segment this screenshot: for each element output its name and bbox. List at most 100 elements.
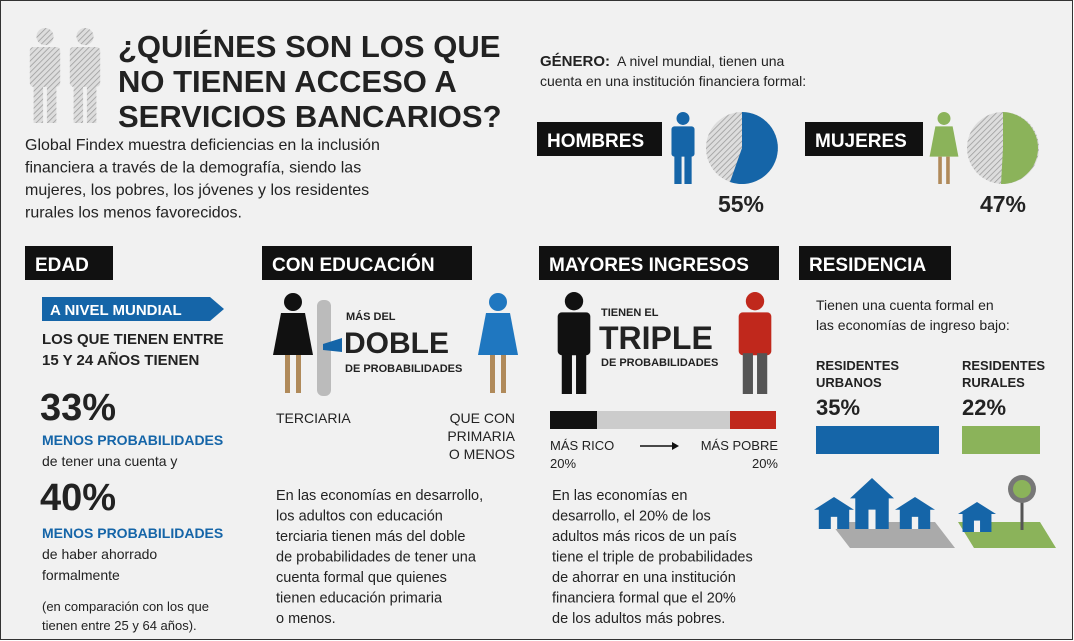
urban-bar [816,426,939,454]
text: PRIMARIA [447,428,515,444]
person-leg [74,85,84,123]
text: de ahorrar en una institución [552,570,736,586]
house-door [868,510,875,529]
text: adultos más ricos de un país [552,529,737,545]
men-value: 55% [718,191,764,217]
text: 20% [550,456,576,471]
text: (en comparación con los que [42,599,209,614]
text: MÁS RICO [550,438,614,453]
mid-bar [597,411,730,429]
text: DE PROBABILIDADES [601,357,718,369]
heading: MAYORES INGRESOS [549,255,749,276]
person-leg [501,355,506,393]
gender-label: GÉNERO: [540,53,610,70]
person-head [677,112,690,125]
text: MÁS DEL [346,310,396,323]
gender-intro: cuenta en una institución financiera for… [540,73,806,89]
house-door [974,521,980,532]
heading: MUJERES [815,131,907,152]
text: MÁS POBRE [701,438,779,453]
person-body [671,126,694,156]
text: DE PROBABILIDADES [345,363,462,375]
text: TERCIARIA [276,410,351,426]
text: O MENOS [449,446,515,462]
text: RESIDENTES [816,358,899,373]
text: tienen educación primaria [276,591,443,607]
heading: HOMBRES [547,131,644,152]
text: LOS QUE TIENEN ENTRE [42,331,224,348]
person-leg [87,85,97,123]
text: RESIDENTES [962,358,1045,373]
person-body [70,47,100,87]
person-leg [576,353,586,394]
text: URBANOS [816,375,882,390]
heading: CON EDUCACIÓN [272,254,435,276]
intro: Global Findex muestra deficiencias en la… [25,137,380,154]
poor-bar [730,411,776,429]
text: terciaria tienen más del doble [276,529,465,545]
stat: 40% [40,477,116,519]
text: tiene el triple de probabilidades [552,550,753,566]
gender-intro: A nivel mundial, tienen una [617,53,785,69]
person-body [30,47,60,87]
person-leg [490,355,495,393]
text: MENOS PROBABILIDADES [42,432,223,448]
rural-bar [962,426,1040,454]
text: 20% [752,456,778,471]
person-leg [743,353,753,394]
title: SERVICIOS BANCARIOS? [118,99,502,134]
intro: rurales los menos favorecidos. [25,205,242,222]
women-value: 47% [980,191,1026,217]
person-head [284,293,302,311]
text: TIENEN EL [601,307,659,319]
stat: 33% [40,387,116,429]
text: QUE CON [450,410,515,426]
text: de tener una cuenta y [42,453,177,469]
rich-bar [550,411,597,429]
tree-inner [1013,480,1031,498]
tag: A NIVEL MUNDIAL [50,302,182,319]
person-body [739,312,772,355]
text: de haber ahorrado [42,546,157,562]
heading: EDAD [35,255,89,276]
text: las economías de ingreso bajo: [816,317,1010,333]
person-leg [285,355,290,393]
person-leg [562,353,572,394]
text: cuenta formal que quienes [276,570,447,586]
page: ¿QUIÉNES SON LOS QUENO TIENEN ACCESO ASE… [0,0,1074,641]
person-leg [757,353,767,394]
text: o menos. [276,611,336,627]
text: de los adultos más pobres. [552,611,725,627]
person-head [746,292,764,310]
person-head [565,292,583,310]
person-leg [684,155,691,184]
title: NO TIENEN ACCESO A [118,64,457,99]
heading: RESIDENCIA [809,255,926,276]
text: 15 Y 24 AÑOS TIENEN [42,351,199,369]
house-door [831,517,837,529]
text: 35% [816,395,860,420]
text: DOBLE [344,327,449,360]
person-head [76,28,93,45]
intro: mujeres, los pobres, los jóvenes y los r… [25,182,369,199]
text: En las economías en desarrollo, [276,488,483,504]
person-head [36,28,53,45]
person-body [558,312,591,355]
person-head [489,293,507,311]
infographic: ¿QUIÉNES SON LOS QUENO TIENEN ACCESO ASE… [0,0,1074,641]
text: 22% [962,395,1006,420]
person-leg [938,157,942,184]
text: de probabilidades de tener una [276,550,477,566]
text: MENOS PROBABILIDADES [42,525,223,541]
title: ¿QUIÉNES SON LOS QUE [118,29,500,64]
intro: financiera a través de la demografía, si… [25,160,361,177]
person-leg [296,355,301,393]
text: TRIPLE [599,320,713,356]
text: formalmente [42,567,120,583]
text: los adultos con educación [276,509,443,525]
text: tienen entre 25 y 64 años). [42,618,197,633]
text: En las economías en [552,488,687,504]
person-leg [946,157,950,184]
text: RURALES [962,375,1025,390]
text: Tienen una cuenta formal en [816,297,994,313]
